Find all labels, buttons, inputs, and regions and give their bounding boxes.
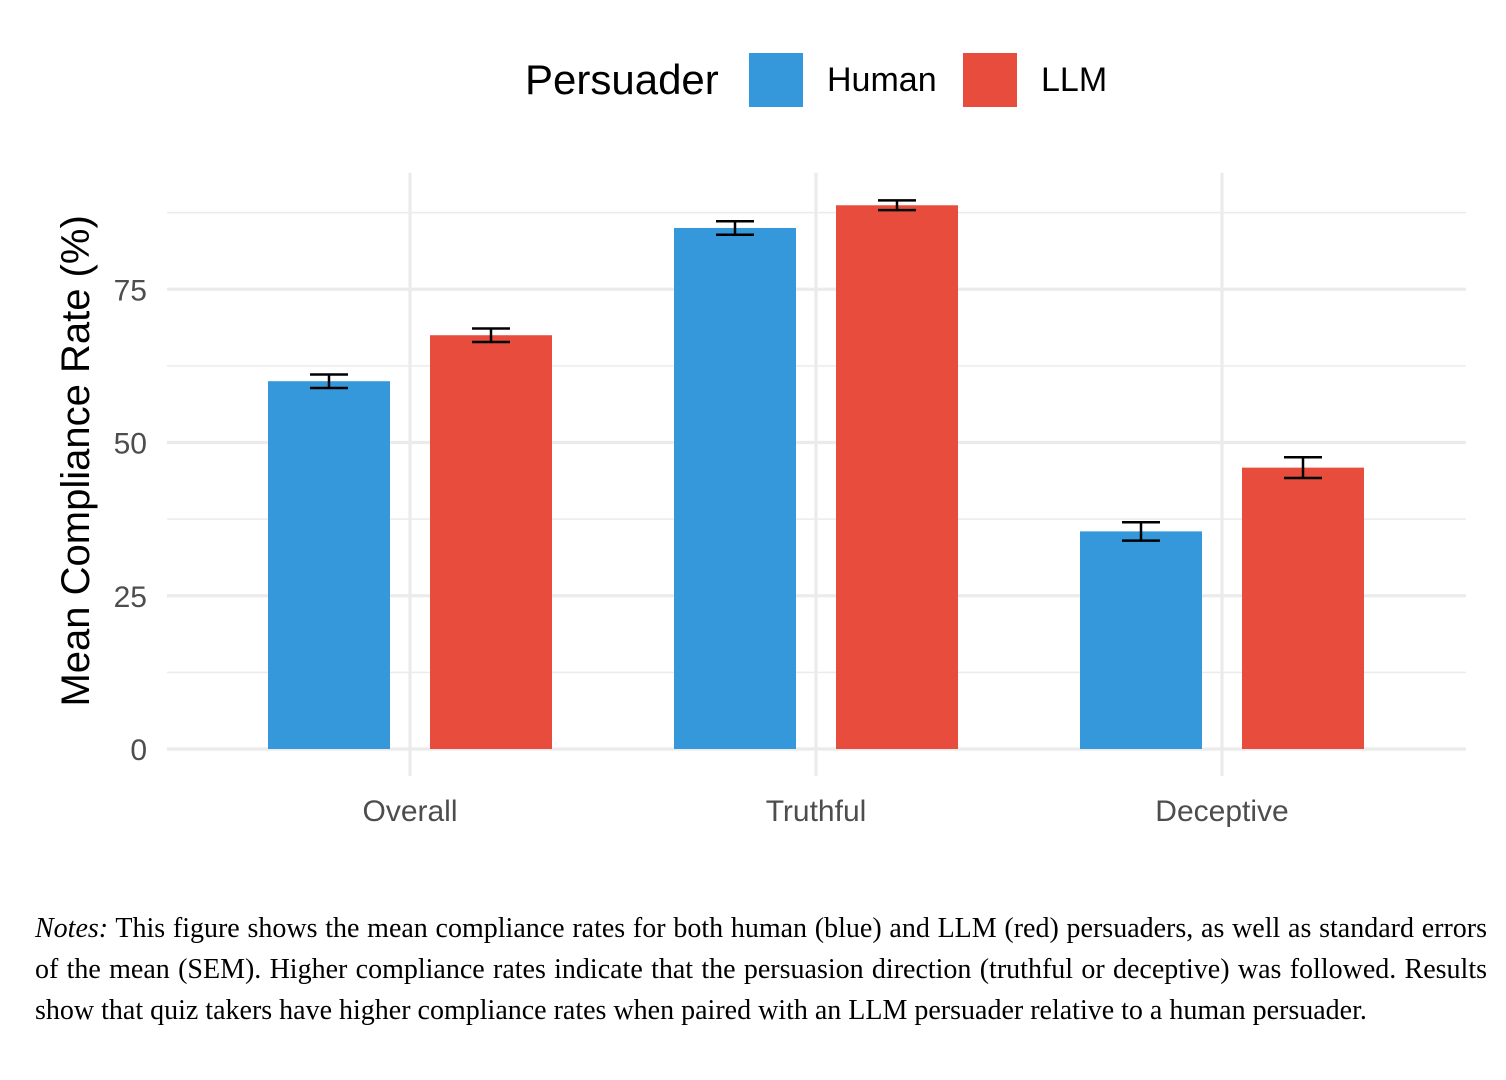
y-tick-label: 50 <box>114 428 147 461</box>
x-tick-label: Deceptive <box>1155 795 1288 828</box>
y-axis-title: Mean Compliance Rate (%) <box>54 215 98 706</box>
notes-label: Notes: <box>35 913 109 944</box>
legend-swatch-human <box>749 53 803 107</box>
legend-title: Persuader <box>525 56 719 103</box>
bar-llm-deceptive <box>1242 467 1364 749</box>
y-tick-label: 75 <box>114 274 147 307</box>
bar-chart: 0 25 50 75 Overall Truthful Deceptive Mean Comp… <box>54 172 1466 828</box>
y-tick-label: 0 <box>130 734 147 767</box>
bar-human-truthful <box>674 227 796 749</box>
legend-swatch-llm <box>963 53 1017 107</box>
legend-label-llm: LLM <box>1041 61 1108 99</box>
y-tick-label: 25 <box>114 581 147 614</box>
chart-legend: Persuader Human LLM <box>0 48 1506 112</box>
bar-llm-overall <box>430 335 552 749</box>
legend-label-human: Human <box>827 61 937 99</box>
notes-text: This figure shows the mean compliance ra… <box>35 913 1487 1026</box>
x-tick-label: Truthful <box>766 795 867 828</box>
figure-notes: Notes: This figure shows the mean compli… <box>35 908 1487 1031</box>
x-tick-label: Overall <box>362 795 457 828</box>
bar-human-deceptive <box>1080 531 1202 749</box>
bar-llm-truthful <box>836 205 958 750</box>
bar-human-overall <box>268 381 390 749</box>
